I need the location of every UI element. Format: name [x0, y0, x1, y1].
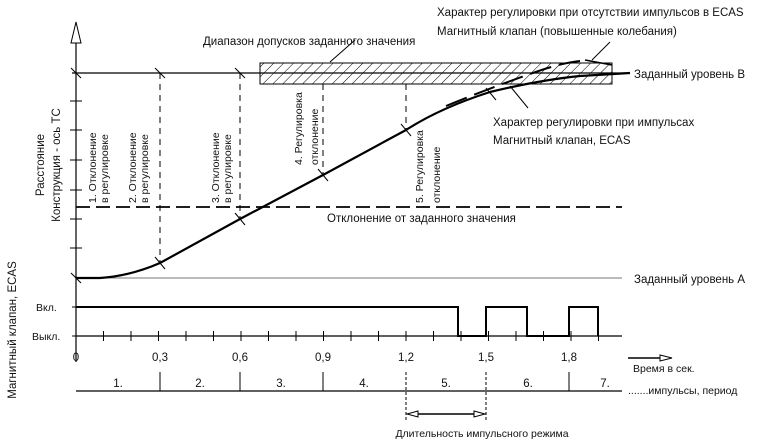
no-pulse-curve-end: [584, 59, 613, 66]
period-dividers: [159, 372, 570, 422]
tolerance-leader: [329, 39, 356, 63]
period-label: .......импульсы, период: [628, 385, 737, 397]
phase-2-label-b: в регулировке: [139, 134, 151, 203]
phase-4-label-b: отклонение: [309, 108, 321, 165]
tick-label: 1,5: [478, 352, 494, 364]
on-label: Вкл.: [36, 302, 57, 314]
phase-5-label-b: отклонение: [431, 146, 443, 203]
pulse-leader: [509, 85, 529, 109]
off-label: Выкл.: [32, 331, 60, 343]
time-arrow-icon: [628, 354, 673, 362]
phase-dividers: [159, 73, 407, 263]
pulse-control-curve: [76, 71, 631, 280]
pulse-label-2: Магнитный клапан, ECAS: [493, 135, 631, 147]
no-pulse-label-1: Характер регулировки при отсутствии импу…: [437, 7, 744, 19]
tick-label: 0,6: [232, 352, 248, 364]
phase-3-label-a: 3. Отклонение: [210, 132, 222, 203]
valve-signal: [76, 306, 599, 337]
y-axis-label-1: Расстояние: [35, 134, 47, 196]
period-7: 7.: [600, 378, 610, 390]
no-pulse-curve: [445, 60, 581, 107]
y-axis: [70, 21, 82, 362]
period-4: 4.: [359, 378, 369, 390]
period-1: 1.: [113, 378, 123, 390]
period-3: 3.: [276, 378, 286, 390]
tick-label: 1,8: [561, 352, 577, 364]
tolerance-label: Диапазон допусков заданного значения: [203, 36, 415, 48]
time-label: Время в сек.: [633, 363, 695, 375]
tick-label: 1,2: [398, 352, 414, 364]
pulse-duration-label: Длительность импульсного режима: [395, 428, 568, 440]
y-axis-label-2: Конструкция - ось ТС: [51, 108, 63, 222]
duration-arrow-icon: [405, 410, 487, 418]
level-a-label: Заданный уровень A: [634, 274, 745, 286]
period-5: 5.: [441, 378, 451, 390]
phase-5-label-a: 5. Регулировка: [414, 130, 426, 203]
period-6: 6.: [523, 378, 533, 390]
level-b-label: Заданный уровень B: [634, 69, 745, 81]
phase-2-label-a: 2. Отклонение: [127, 132, 139, 203]
no-pulse-leader: [591, 41, 611, 61]
phase-1-label-b: в регулировке: [99, 134, 111, 203]
period-2: 2.: [195, 378, 205, 390]
curve-ticks: [70, 67, 497, 284]
time-tick-labels: 0 0,3 0,6 0,9 1,2 1,5 1,8: [73, 352, 577, 364]
phase-3-label-b: в регулировке: [222, 134, 234, 203]
phase-1-label-a: 1. Отклонение: [87, 132, 99, 203]
no-pulse-label-2: Магнитный клапан (повышенные колебания): [437, 26, 677, 38]
valve-axis-label: Магнитный клапан, ECAS: [7, 261, 19, 399]
deviation-label: Отклонение от заданного значения: [327, 213, 516, 225]
tolerance-band: [259, 62, 613, 85]
pulse-label-1: Характер регулировки при импульсах: [493, 117, 694, 129]
tick-label: 0,9: [315, 352, 331, 364]
phase-4-label-a: 4. Регулировка: [293, 92, 305, 165]
tick-label: 0,3: [152, 352, 168, 364]
time-axis-ticks: [75, 331, 599, 341]
tick-label: 0: [73, 352, 79, 364]
